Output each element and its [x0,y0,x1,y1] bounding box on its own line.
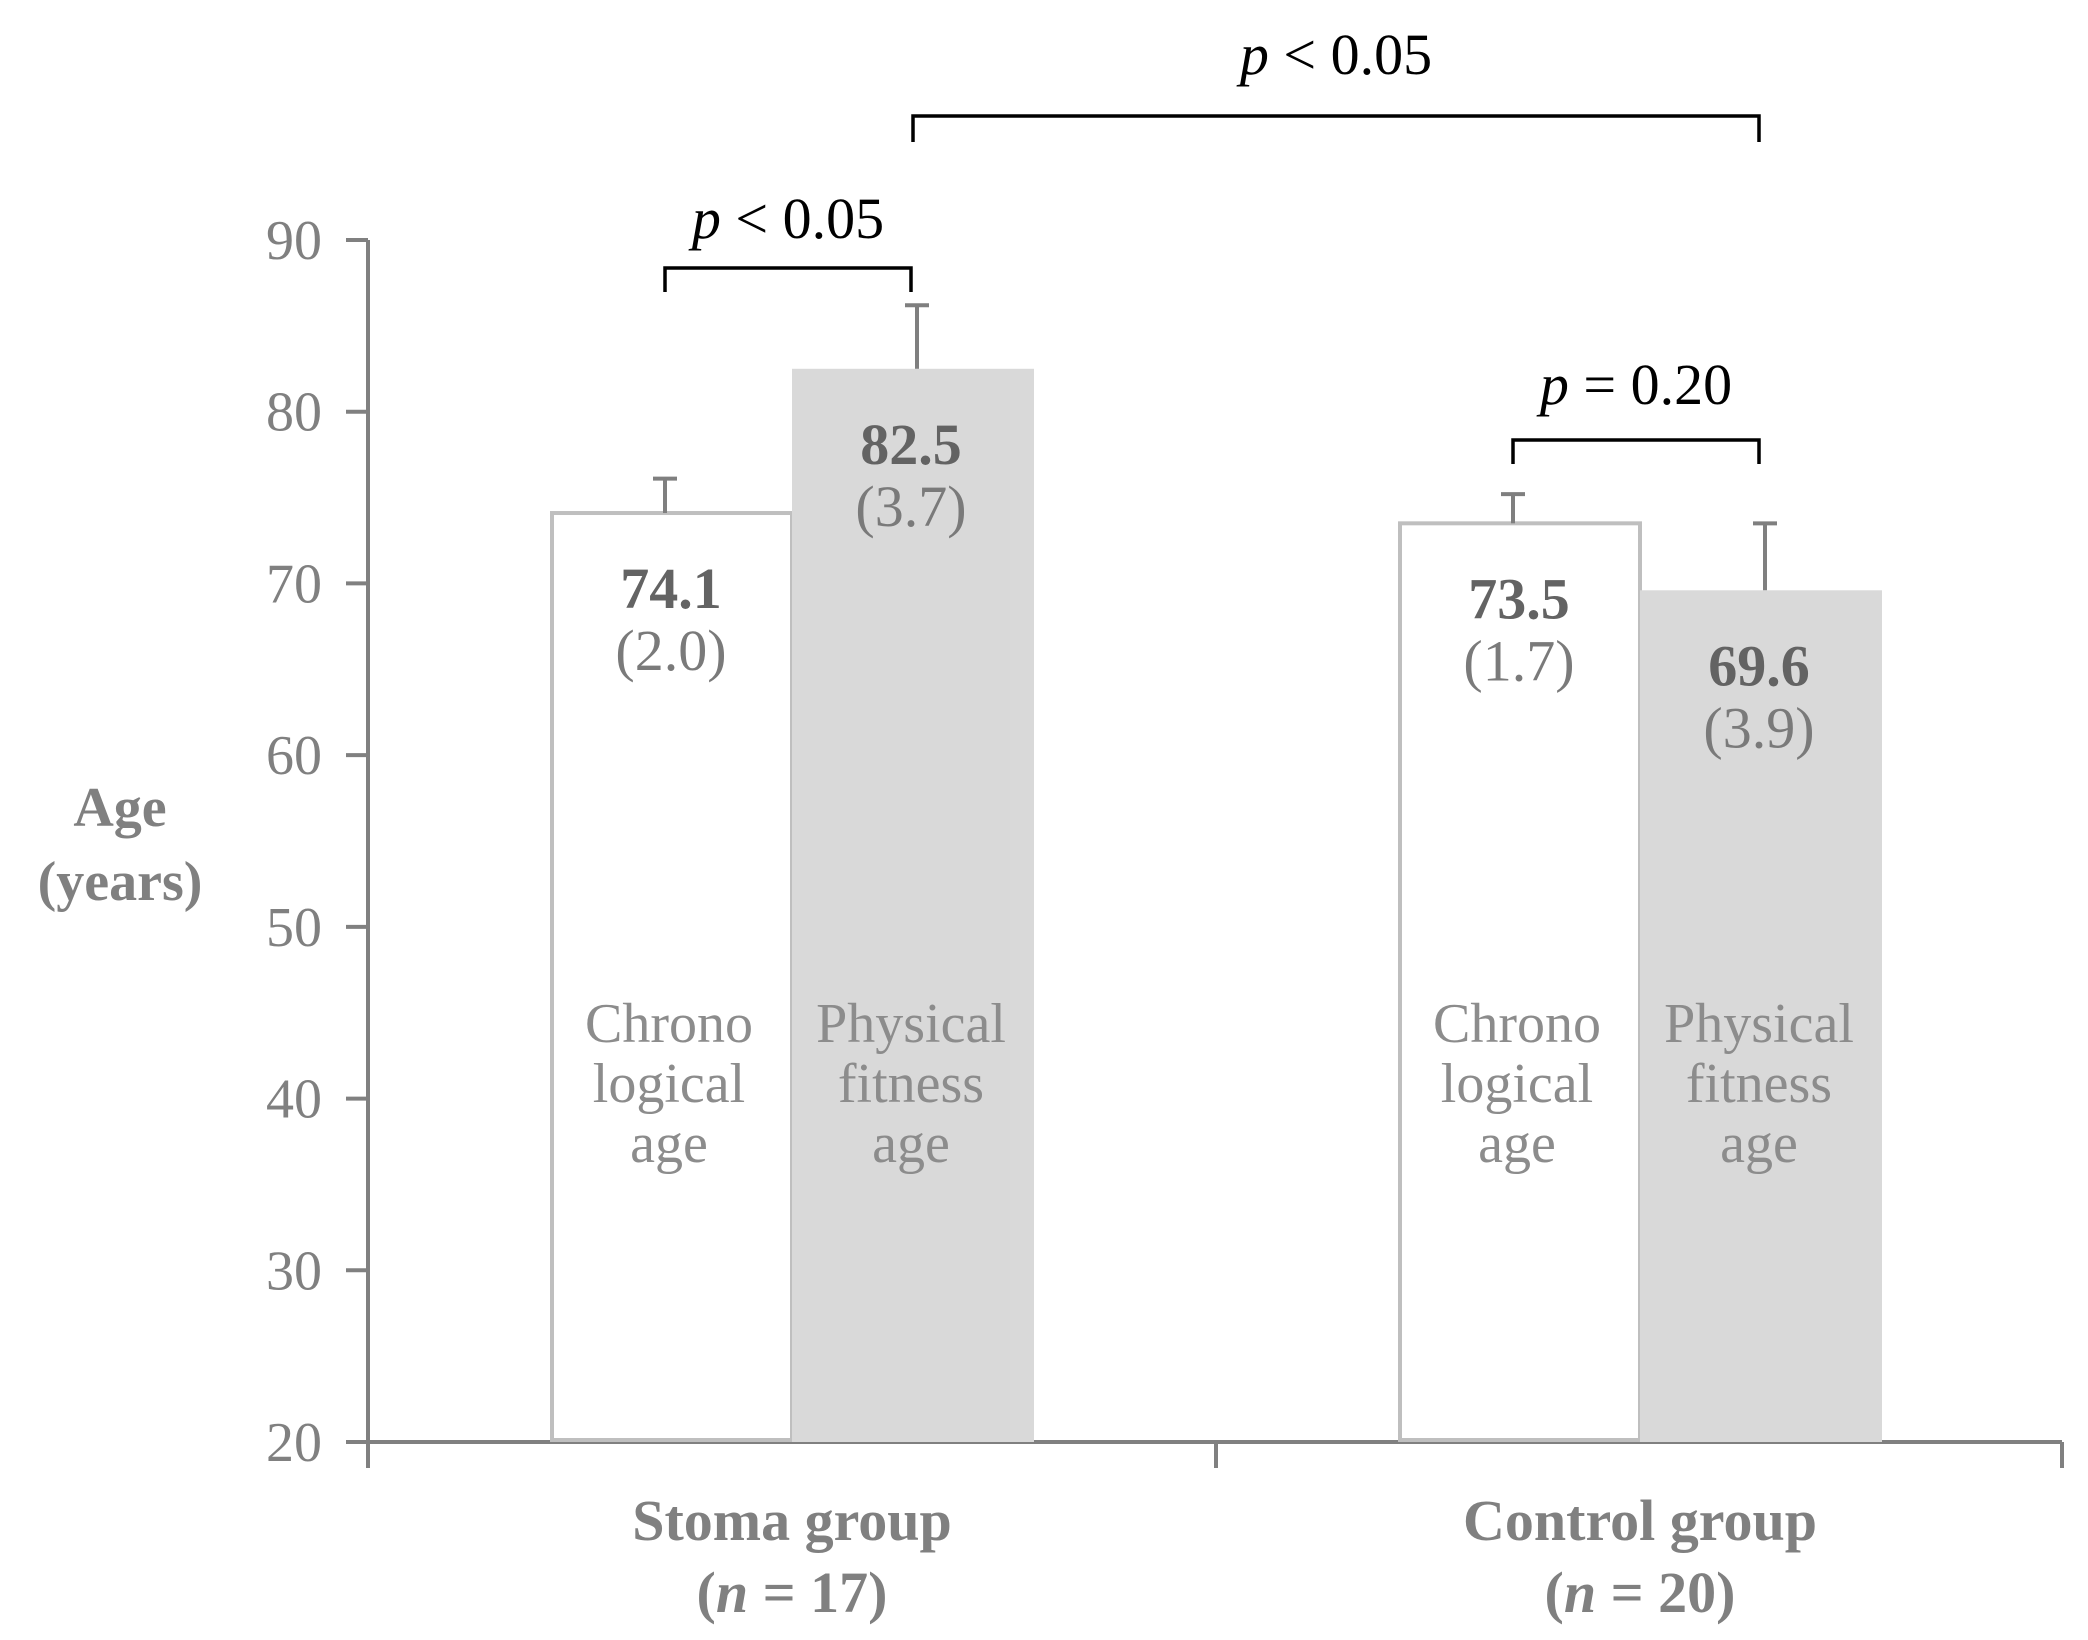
series-label-line: fitness [1686,1053,1832,1115]
p-value-label: p = 0.20 [1536,352,1732,417]
error-bars [653,303,1777,591]
n-symbol: n [1564,1560,1596,1625]
bars [550,368,1882,1443]
y-axis-label-line: Age [73,777,166,839]
bar-labels: 74.1(2.0)Chronologicalage73.5(1.7)Chrono… [585,412,1854,1175]
series-label-line: age [1720,1113,1798,1175]
significance-bracket [911,114,1761,142]
n-open-paren: ( [697,1560,716,1625]
p-symbol: p [1236,22,1269,87]
series-label-line: age [630,1113,708,1175]
series-label-line: fitness [838,1053,984,1115]
n-symbol: n [716,1560,748,1625]
data-label-sd: (2.0) [615,618,726,683]
p-value-text: = 0.20 [1569,352,1732,417]
y-ticks: 20 30 40 50 60 70 80 90 [266,210,368,1474]
p-value-text: < 0.05 [721,186,884,251]
y-tick-label: 20 [266,1412,322,1474]
category-label: Control group [1463,1488,1817,1553]
y-axis-label: Age (years) [38,777,203,913]
n-value: = 20) [1596,1560,1735,1625]
y-tick-label: 60 [266,725,322,787]
bar [1640,590,1882,1442]
category-n-label: (n = 17) [697,1560,888,1625]
y-tick-label: 70 [266,553,322,615]
bar [1398,521,1642,1442]
significance-bracket [1511,438,1761,464]
significance-bracket [663,266,913,292]
data-label-value: 82.5 [860,412,962,477]
p-value-label: p < 0.05 [1236,22,1432,87]
data-label-sd: (3.7) [855,474,966,539]
category-n-label: (n = 20) [1545,1560,1736,1625]
series-label-line: Physical [816,993,1006,1055]
series-label-line: age [872,1113,950,1175]
y-tick-label: 80 [266,382,322,444]
significance-brackets: p < 0.05p = 0.20p < 0.05 [663,22,1761,464]
y-tick-label: 50 [266,897,322,959]
data-label-value: 74.1 [620,556,722,621]
x-category-labels: Stoma group(n = 17)Control group(n = 20) [632,1488,1817,1625]
bar [792,368,1034,1443]
y-tick-label: 90 [266,210,322,272]
p-symbol: p [1536,352,1569,417]
n-open-paren: ( [1545,1560,1564,1625]
category-label: Stoma group [632,1488,952,1553]
p-symbol: p [688,186,721,251]
series-label-line: logical [1441,1053,1593,1115]
n-value: = 17) [748,1560,887,1625]
data-label-value: 69.6 [1708,633,1810,698]
data-label-value: 73.5 [1468,566,1570,631]
data-label-sd: (3.9) [1703,695,1814,760]
series-label-line: Chrono [1433,993,1601,1055]
y-axis-label-line: (years) [38,851,203,913]
series-label-line: Physical [1664,993,1854,1055]
data-label-sd: (1.7) [1463,628,1574,693]
p-value-text: < 0.05 [1269,22,1432,87]
series-label-line: logical [593,1053,745,1115]
p-value-label: p < 0.05 [688,186,884,251]
series-label-line: Chrono [585,993,753,1055]
series-label-line: age [1478,1113,1556,1175]
y-tick-label: 40 [266,1069,322,1131]
bar [550,511,794,1442]
y-tick-label: 30 [266,1240,322,1302]
